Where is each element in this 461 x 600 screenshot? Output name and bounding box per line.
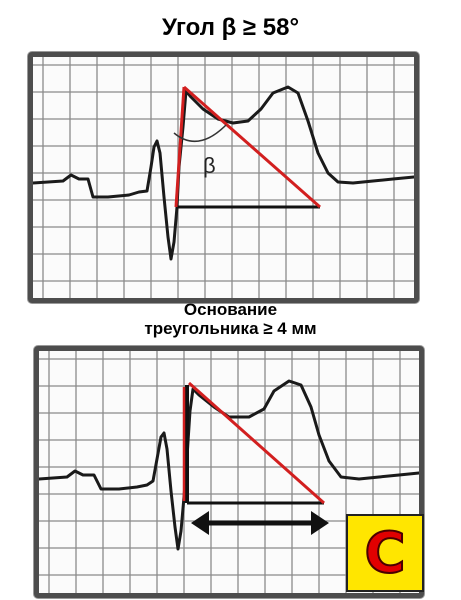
caption-line-1: Основание [183,300,278,319]
category-badge-letter: C [363,520,406,587]
triangle-vertical-side [174,86,186,208]
double-headed-arrow-icon [191,511,329,535]
ecg-panel-base [34,346,424,598]
ecg-panel-angle: β [28,52,419,303]
ecg-angle-svg: β [33,57,414,298]
diagram-title: Угол β ≥ 58° [161,14,300,41]
triangle-hypotenuse [188,381,325,505]
ecg-grid [39,351,419,593]
caption-line-2: треугольника ≥ 4 мм [144,319,317,338]
angle-arc [173,124,227,143]
ecg-grid [33,57,414,298]
ecg-base-svg [39,351,419,593]
angle-beta-label: β [203,153,216,178]
category-badge: C [346,514,424,592]
triangle-hypotenuse [183,85,321,209]
